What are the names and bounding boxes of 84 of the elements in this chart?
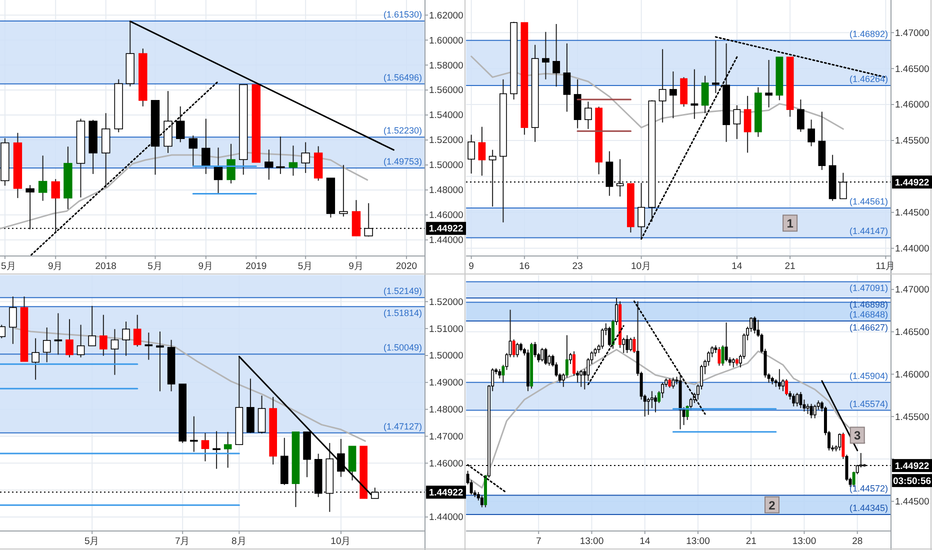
ref-line-label: (1.50049) xyxy=(383,342,422,353)
ref-line-label: (1.47091) xyxy=(849,283,888,294)
y-tick-label: 1.50000 xyxy=(429,350,464,362)
y-tick-label: 1.47000 xyxy=(429,431,464,442)
y-tick-label: 1.47000 xyxy=(895,28,930,39)
y-tick-label: 1.44500 xyxy=(895,496,930,508)
ref-line-label: (1.45904) xyxy=(849,370,888,381)
ref-line-label: (1.47127) xyxy=(383,421,422,432)
y-tick-label: 1.44000 xyxy=(895,244,930,255)
x-tick-label: 9月 xyxy=(348,261,364,272)
y-tick-label: 1.46500 xyxy=(895,64,930,75)
y-tick-label: 1.46500 xyxy=(895,326,930,338)
x-tick-label: 13:00 xyxy=(686,536,710,547)
x-tick-label: 7月 xyxy=(174,536,190,547)
ref-line-label: (1.49753) xyxy=(383,156,422,167)
y-tick-label: 1.58000 xyxy=(429,60,464,72)
annotation: 3 xyxy=(854,428,862,443)
x-tick-label: 28 xyxy=(852,536,863,547)
annotation: 2 xyxy=(768,498,776,512)
ref-line-label: (1.44561) xyxy=(849,196,888,206)
x-tick-label: 16 xyxy=(519,261,530,272)
ref-line-label: (1.52230) xyxy=(383,126,422,136)
y-tick-label: 1.44000 xyxy=(429,512,464,524)
x-tick-label: 10月 xyxy=(631,261,652,272)
y-tick-label: 1.46000 xyxy=(895,100,930,111)
ref-line-label: (1.44345) xyxy=(849,502,888,513)
ref-line-label: (1.46848) xyxy=(849,310,888,320)
x-tick-label: 13:00 xyxy=(792,536,816,547)
y-tick-label: 1.45500 xyxy=(895,412,930,423)
y-tick-label: 1.47000 xyxy=(895,284,930,296)
ref-line-label: (1.46898) xyxy=(849,300,888,310)
x-tick-label: 9 xyxy=(468,261,474,272)
ref-line-label: 1.44922 xyxy=(428,487,464,498)
y-tick-label: 1.45500 xyxy=(895,136,930,147)
y-tick-label: 1.52000 xyxy=(429,135,464,146)
ref-line-label: (1.46264) xyxy=(849,74,888,84)
x-tick-label: 23 xyxy=(572,261,583,272)
y-tick-label: 1.62000 xyxy=(429,10,464,22)
x-tick-label: 21 xyxy=(746,536,756,547)
y-tick-label: 1.44000 xyxy=(429,235,464,246)
ref-line-label: (1.61530) xyxy=(383,9,422,20)
ref-line-label: 1.44922 xyxy=(894,460,930,472)
y-tick-label: 1.46000 xyxy=(429,458,464,470)
x-tick-label: 8月 xyxy=(232,536,247,547)
annotation: 1 xyxy=(786,216,794,231)
x-tick-label: 5月 xyxy=(148,261,163,272)
x-tick-label: 9月 xyxy=(198,261,214,272)
x-tick-label: 5月 xyxy=(298,261,314,272)
x-tick-label: 2019 xyxy=(246,261,267,272)
y-tick-label: 1.52000 xyxy=(429,296,464,308)
y-tick-label: 1.44500 xyxy=(895,208,930,219)
y-tick-label: 1.60000 xyxy=(429,35,464,46)
x-tick-label: 10月 xyxy=(330,536,352,547)
ref-line-label: (1.46627) xyxy=(849,322,888,333)
x-tick-label: 14 xyxy=(640,536,650,547)
x-tick-label: 2020 xyxy=(396,261,418,272)
x-tick-label: 5月 xyxy=(1,261,16,272)
x-tick-label: 2018 xyxy=(95,261,116,272)
text: 03:50:56 xyxy=(892,476,932,487)
x-tick-label: 14 xyxy=(732,261,742,272)
y-tick-label: 1.48000 xyxy=(429,185,464,196)
y-tick-label: 1.56000 xyxy=(429,85,464,96)
ref-line-label: (1.44572) xyxy=(849,484,888,494)
y-tick-label: 1.48000 xyxy=(429,404,464,416)
ref-line-label: (1.44147) xyxy=(849,226,888,236)
y-tick-label: 1.54000 xyxy=(429,110,464,122)
ref-line-label: (1.46892) xyxy=(849,28,888,39)
ref-line-label: (1.51814) xyxy=(383,308,422,318)
ref-line-label: 1.44922 xyxy=(894,177,930,188)
y-tick-label: 1.50000 xyxy=(429,160,464,172)
y-tick-label: 1.49000 xyxy=(429,378,464,389)
y-tick-label: 1.51000 xyxy=(429,324,464,335)
y-tick-label: 1.46000 xyxy=(895,369,930,380)
x-tick-label: 5月 xyxy=(84,536,100,547)
ref-line-label: (1.56496) xyxy=(383,72,422,82)
x-tick-label: 9月 xyxy=(48,261,64,272)
y-tick-label: 1.46000 xyxy=(429,210,464,222)
x-tick-label: 21 xyxy=(784,261,796,272)
ref-line-label: (1.52149) xyxy=(383,286,422,296)
x-tick-label: 11月 xyxy=(876,261,896,272)
x-tick-label: 13:00 xyxy=(580,536,604,547)
ref-line-label: 1.44922 xyxy=(428,224,464,235)
x-tick-label: 7 xyxy=(536,536,542,547)
ref-line-label: (1.45574) xyxy=(849,398,888,409)
